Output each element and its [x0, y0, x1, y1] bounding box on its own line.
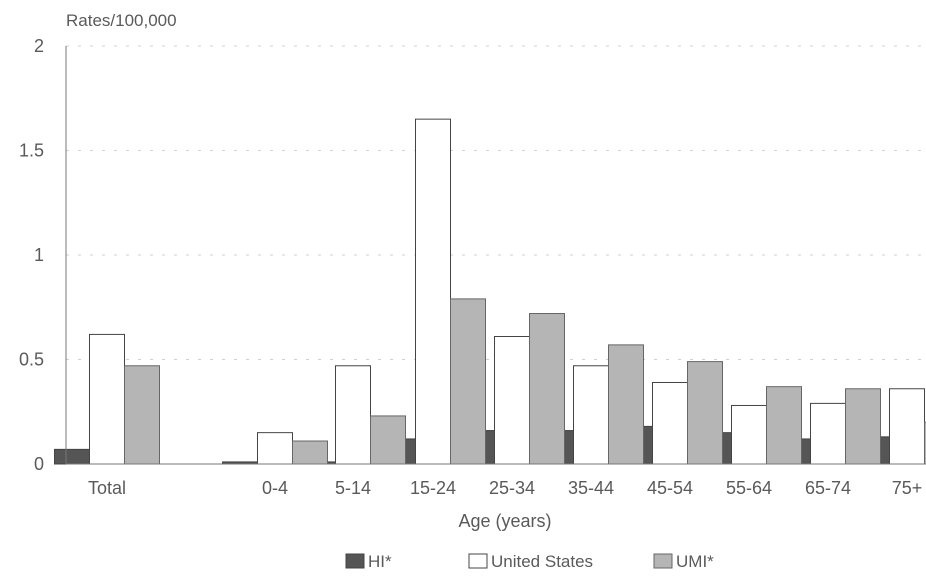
x-tick-label: 5-14 [335, 478, 371, 498]
bar [55, 449, 90, 464]
bar [890, 389, 925, 464]
y-tick-label: 0 [34, 454, 44, 474]
legend: HI* United States UMI* [346, 552, 714, 571]
bar [530, 314, 565, 464]
bar [293, 441, 328, 464]
x-axis-label: Age (years) [458, 511, 551, 531]
y-tick-label: 0.5 [19, 350, 44, 370]
x-tick-label: 25-34 [489, 478, 535, 498]
x-tick-labels: Total 0-4 5-14 15-24 25-34 35-44 45-54 55-64 65-… [88, 478, 922, 498]
bars [55, 119, 926, 464]
x-tick-label: 35-44 [568, 478, 614, 498]
bar [846, 389, 881, 464]
bar [258, 433, 293, 464]
y-tick-label: 1.5 [19, 141, 44, 161]
bar [767, 387, 802, 464]
legend-label: UMI* [676, 552, 714, 571]
gridlines [66, 46, 926, 360]
bar [688, 362, 723, 464]
legend-label: HI* [368, 552, 392, 571]
x-tick-label: 65-74 [805, 478, 851, 498]
y-tick-label: 2 [34, 36, 44, 56]
x-tick-label: 0-4 [262, 478, 288, 498]
bar [371, 416, 406, 464]
y-axis-title: Rates/100,000 [66, 11, 177, 30]
x-tick-label: 45-54 [647, 478, 693, 498]
x-tick-label: 75+ [892, 478, 923, 498]
bar [574, 366, 609, 464]
bar [90, 334, 125, 464]
x-tick-label: Total [88, 478, 126, 498]
bar [125, 366, 160, 464]
legend-label: United States [491, 552, 593, 571]
y-tick-labels: 0 0.5 1 1.5 2 [19, 36, 44, 474]
y-tick-label: 1 [34, 245, 44, 265]
bar [495, 337, 530, 464]
bar [653, 382, 688, 464]
x-tick-label: 15-24 [410, 478, 456, 498]
bar [416, 119, 451, 464]
legend-swatch [469, 554, 487, 568]
legend-swatch [346, 554, 364, 568]
legend-swatch [654, 554, 672, 568]
bar [451, 299, 486, 464]
bar [609, 345, 644, 464]
bar [732, 405, 767, 464]
x-tick-label: 55-64 [726, 478, 772, 498]
bar [811, 403, 846, 464]
bar [336, 366, 371, 464]
